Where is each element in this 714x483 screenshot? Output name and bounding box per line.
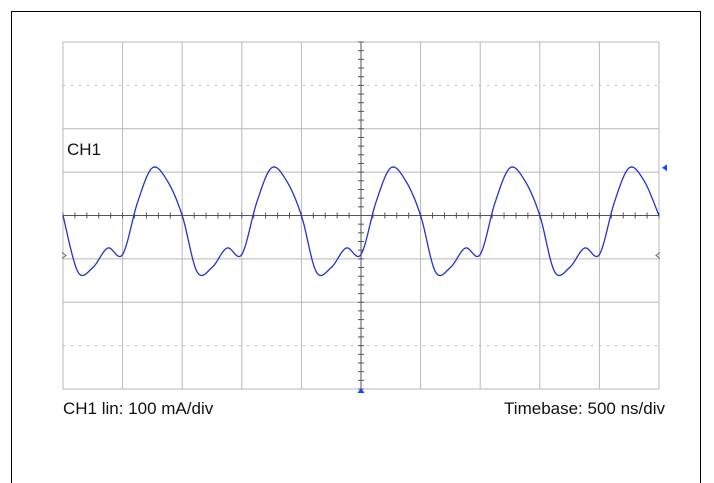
trigger-level-marker bbox=[662, 164, 667, 172]
channel-label: CH1 bbox=[67, 140, 101, 159]
ch1-trace bbox=[62, 166, 660, 277]
timebase-label: Timebase: 500 ns/div bbox=[504, 399, 665, 418]
channel-scale-label: CH1 lin: 100 mA/div bbox=[63, 399, 214, 418]
graticule bbox=[62, 41, 660, 390]
trace-layer bbox=[62, 166, 660, 277]
oscilloscope-chart: CH1 bbox=[61, 41, 667, 393]
markers bbox=[61, 164, 667, 393]
ground-marker-right bbox=[655, 252, 661, 259]
trigger-position-marker bbox=[357, 388, 365, 393]
ground-marker-left bbox=[61, 252, 67, 259]
